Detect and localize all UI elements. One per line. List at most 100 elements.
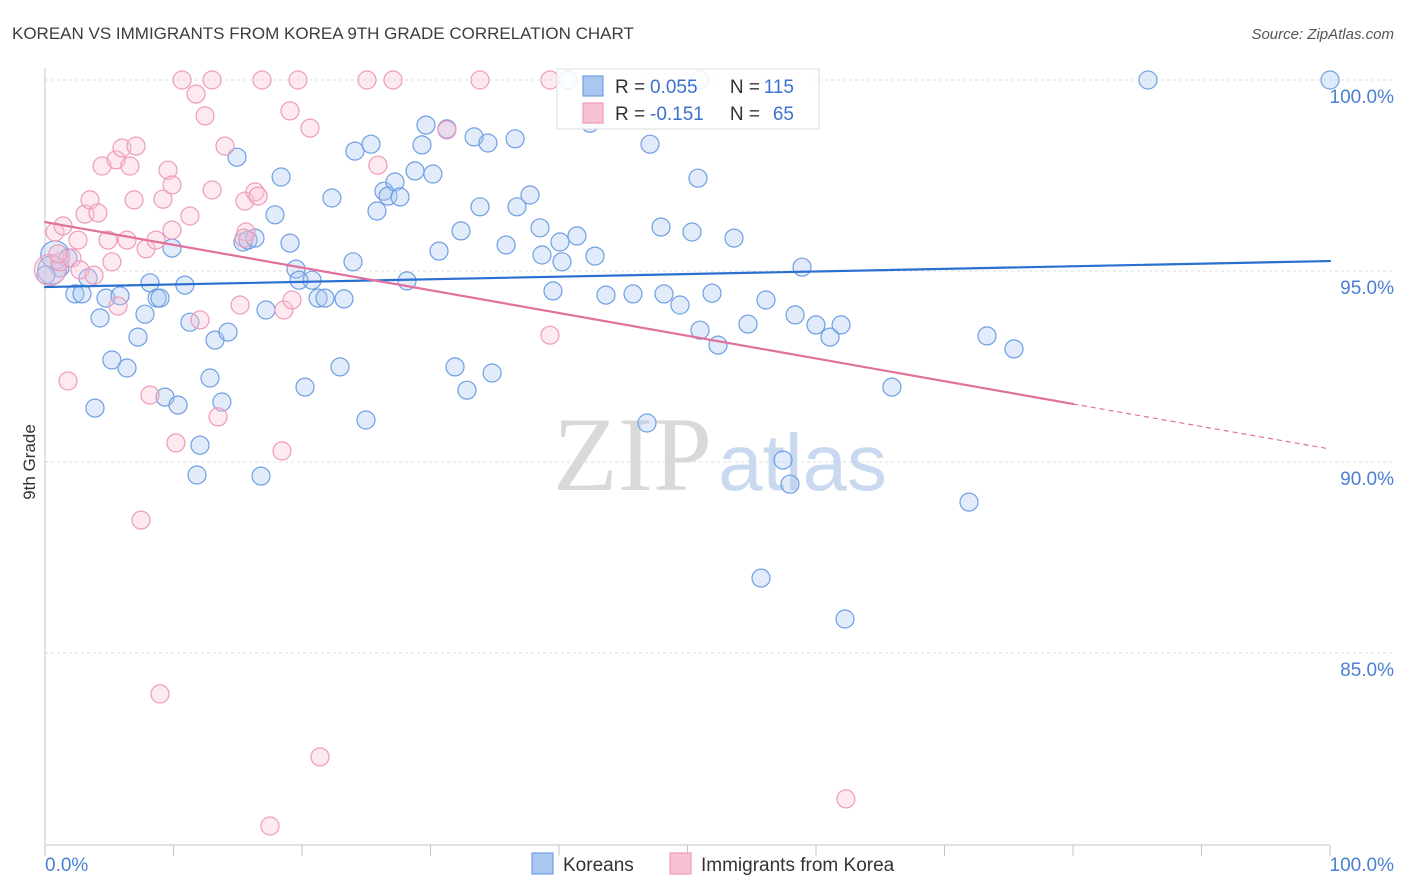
immigrants-data-point [166,433,186,453]
koreans-data-point [724,228,744,248]
immigrants-data-point [162,220,182,240]
koreans-data-point [756,290,776,310]
koreans-swatch [582,75,604,97]
immigrants-points [33,70,856,836]
koreans-data-point [212,392,232,412]
koreans-data-point [361,134,381,154]
immigrants-data-point [300,118,320,138]
koreans-legend-label: Koreans [563,855,634,876]
x-tick-label-max: 100.0% [1330,855,1395,876]
koreans-data-point [820,327,840,347]
immigrants-data-point [68,230,88,250]
koreans-data-point [117,358,137,378]
koreans-data-point [585,246,605,266]
immigrants-data-point [252,70,272,90]
koreans-data-point [520,185,540,205]
koreans-data-point [688,168,708,188]
y-axis-label: 9th Grade [20,424,39,500]
immigrants-data-point [230,295,250,315]
koreans-data-point [702,283,722,303]
immigrants-data-point [88,203,108,223]
koreans-data-point [280,233,300,253]
chart-source: Source: ZipAtlas.com [1251,26,1394,43]
koreans-data-point [623,284,643,304]
koreans-data-point [977,326,997,346]
immigrants-data-point [126,136,146,156]
koreans-data-point [390,187,410,207]
chart-title: KOREAN VS IMMIGRANTS FROM KOREA 9TH GRAD… [12,24,634,43]
stats-row-koreans: R = 0.055 N = 115 [582,75,794,98]
immigrants-data-point [280,101,300,121]
immigrants-swatch [582,102,604,124]
immigrants-data-point [368,155,388,175]
koreans-data-point [751,568,771,588]
koreans-data-point [102,350,122,370]
immigrants-data-point [120,156,140,176]
immigrants-data-point [186,84,206,104]
immigrants-data-point [190,310,210,330]
koreans-data-point [190,435,210,455]
koreans-data-point [150,288,170,308]
immigrants-data-point [124,190,144,210]
koreans-data-point [640,134,660,154]
koreans-data-point [85,398,105,418]
koreans-data-point [690,320,710,340]
koreans-data-point [959,492,979,512]
immigrants-data-point [112,138,132,158]
koreans-data-point [423,164,443,184]
koreans-trend-line [43,259,1332,289]
koreans-data-point [651,217,671,237]
immigrants-data-point [437,120,457,140]
koreans-data-point [654,284,674,304]
immigrants-data-point [172,70,192,90]
koreans-data-point [271,167,291,187]
koreans-data-point [265,205,285,225]
koreans-r-value: 0.055 [650,77,698,98]
koreans-data-point [218,322,238,342]
koreans-data-point [596,285,616,305]
immigrants-data-point [470,70,490,90]
immigrants-legend-label: Immigrants from Korea [701,855,895,876]
koreans-data-point [738,314,758,334]
koreans-data-point [315,288,335,308]
immigrants-data-point [150,684,170,704]
koreans-data-point [470,197,490,217]
koreans-data-point [785,305,805,325]
n-label: N = [730,77,760,98]
koreans-data-point [90,308,110,328]
immigrants-data-point [272,441,292,461]
immigrants-data-point [50,252,70,272]
koreans-data-point [343,252,363,272]
immigrants-r-value: -0.151 [650,104,704,125]
koreans-data-point [1004,339,1024,359]
immigrants-data-point [282,290,302,310]
koreans-data-point [330,357,350,377]
koreans-data-point [496,235,516,255]
immigrants-data-point [357,70,377,90]
immigrants-data-point [540,70,560,90]
immigrants-data-point [58,371,78,391]
koreans-data-point [1138,70,1158,90]
koreans-data-point [36,265,56,285]
koreans-data-point [405,161,425,181]
koreans-data-point [72,284,92,304]
koreans-data-point [200,368,220,388]
watermark: ZIP atlas [553,396,887,513]
koreans-data-point [550,232,570,252]
immigrants-data-point [208,407,228,427]
koreans-data-point [385,172,405,192]
x-tick-label-min: 0.0% [45,855,88,876]
immigrants-data-point [92,156,112,176]
immigrants-data-point [195,106,215,126]
immigrants-data-point [234,228,254,248]
immigrants-data-point [158,160,178,180]
koreans-data-point [505,129,525,149]
immigrants-data-point [202,180,222,200]
series-legend: Koreans Immigrants from Korea [531,852,895,876]
watermark-zip: ZIP [553,396,712,513]
koreans-data-point [1320,70,1340,90]
watermark-atlas: atlas [718,418,887,507]
koreans-data-point [162,238,182,258]
immigrants-data-point [48,244,68,264]
koreans-data-point [429,241,449,261]
